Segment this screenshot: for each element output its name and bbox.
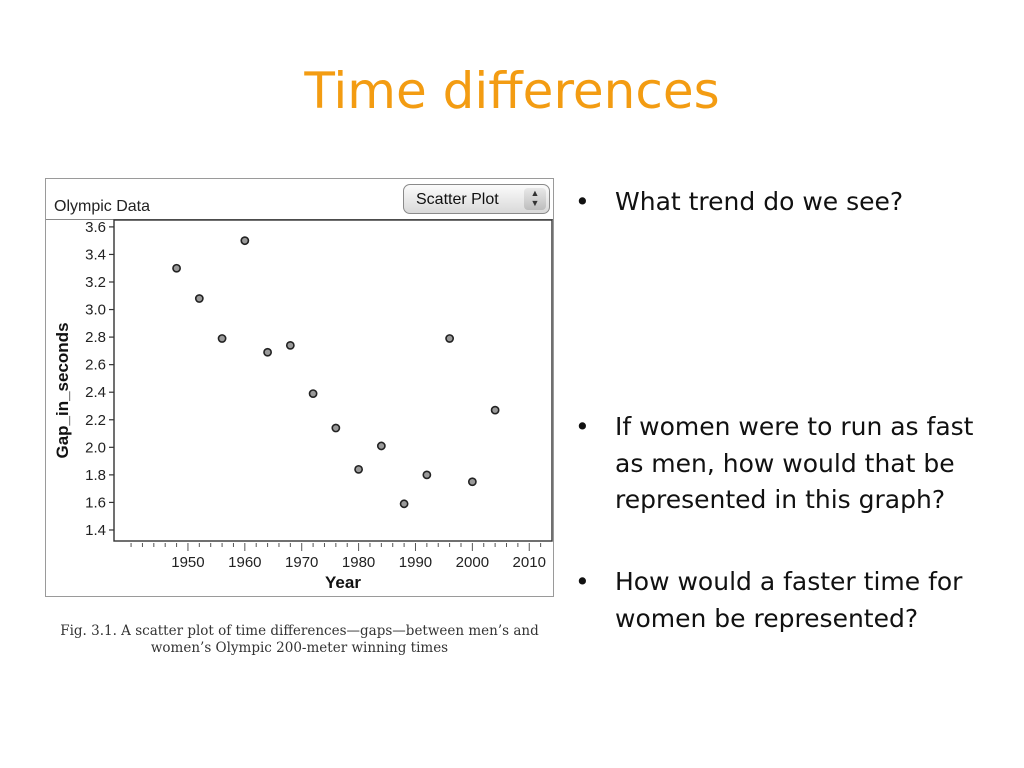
up-down-arrows-icon[interactable]: ▲ ▼ (524, 188, 546, 210)
plot-type-value: Scatter Plot (416, 191, 499, 208)
data-point (172, 263, 181, 273)
slide-title: Time differences (304, 62, 720, 120)
panel-header: Olympic Data Scatter Plot ▲ ▼ (46, 179, 553, 220)
x-tick-label: 1950 (171, 554, 204, 571)
x-axis-label: Year (325, 573, 361, 592)
x-tick-label: 1960 (228, 554, 261, 571)
y-tick-label: 3.4 (85, 246, 106, 263)
bullet-marker: • (575, 567, 590, 596)
y-tick-label: 2.8 (85, 329, 106, 346)
data-point (376, 441, 386, 451)
plot-frame (113, 219, 553, 542)
y-tick-label: 3.6 (85, 219, 106, 236)
data-point (308, 389, 318, 398)
data-point (331, 423, 341, 433)
data-point (422, 470, 432, 480)
y-tick-label: 3.0 (85, 302, 106, 319)
data-point (467, 477, 477, 487)
data-point (263, 347, 272, 357)
x-tick-label: 2000 (456, 554, 489, 571)
x-tick-label: 1970 (285, 554, 318, 571)
y-tick-label: 2.4 (85, 384, 106, 401)
y-tick-label: 1.4 (85, 522, 106, 539)
bullet-item: • If women were to run as fast as men, h… (575, 409, 975, 519)
y-tick-label: 2.6 (85, 357, 106, 374)
bullet-marker: • (575, 187, 590, 216)
y-tick-label: 1.8 (85, 467, 106, 484)
bullet-item: • What trend do we see? (575, 184, 975, 221)
data-point (399, 499, 409, 509)
data-point (240, 236, 250, 246)
x-tick-label: 2010 (513, 554, 546, 571)
chart-panel: Olympic Data Scatter Plot ▲ ▼ 1.4 1.6 1.8 2.… (45, 178, 554, 597)
y-tick-label: 2.2 (85, 412, 106, 429)
bullet-text: How would a faster time for women be rep… (615, 567, 963, 633)
y-tick-label: 3.2 (85, 274, 106, 291)
bullet-text: What trend do we see? (615, 187, 904, 216)
y-axis-label: Gap_in_seconds (53, 322, 72, 458)
data-point (490, 405, 500, 415)
plot-type-select[interactable]: Scatter Plot ▲ ▼ (403, 184, 550, 214)
chart-title: Olympic Data (54, 198, 151, 215)
data-point (194, 294, 204, 303)
bullet-text: If women were to run as fast as men, how… (615, 412, 974, 514)
scatter-chart: 1.4 1.6 1.8 2.0 2.2 2.4 2.6 2.8 3.0 3.2 3.4 3.6 1950… (53, 219, 553, 592)
figure-caption: Fig. 3.1. A scatter plot of time differe… (60, 623, 539, 656)
data-point (445, 334, 455, 343)
x-tick-label: 1980 (342, 554, 375, 571)
y-tick-label: 2.0 (85, 439, 106, 456)
data-point (354, 464, 363, 474)
bullet-marker: • (575, 412, 590, 441)
data-point (217, 334, 227, 343)
x-tick-label: 1990 (399, 554, 432, 571)
y-tick-label: 1.6 (85, 494, 106, 511)
data-point (285, 340, 295, 350)
bullet-item: • How would a faster time for women be r… (575, 564, 975, 637)
